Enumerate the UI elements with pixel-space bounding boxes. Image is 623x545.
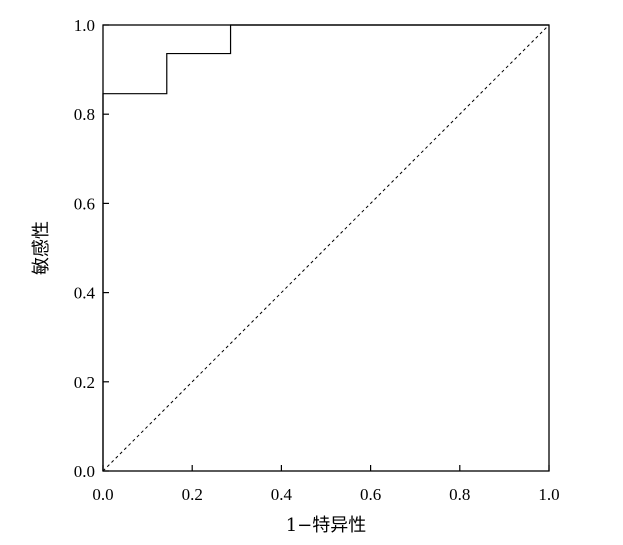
y-axis-ticks [103, 24, 109, 472]
x-tick-label: 0.2 [182, 485, 203, 504]
y-axis-tick-labels: 0.0 0.2 0.4 0.6 0.8 1.0 [74, 16, 96, 481]
x-tick-label: 1.0 [538, 485, 559, 504]
x-tick-label: 0.0 [92, 485, 113, 504]
x-axis-ticks [102, 465, 550, 471]
x-tick-label: 0.4 [271, 485, 293, 504]
y-tick-label: 0.8 [74, 105, 95, 124]
y-tick-label: 1.0 [74, 16, 95, 35]
x-tick-label: 0.6 [360, 485, 381, 504]
y-tick-label: 0.0 [74, 462, 95, 481]
x-tick-label: 0.8 [449, 485, 470, 504]
plot-frame [102, 24, 550, 472]
y-tick-label: 0.4 [74, 284, 96, 303]
reference-diagonal-line [102, 24, 550, 472]
x-axis-tick-labels: 0.0 0.2 0.4 0.6 0.8 1.0 [92, 485, 559, 504]
series-layer [102, 24, 550, 472]
x-axis-title: 1−特异性 [286, 515, 367, 536]
y-axis-title: 敏感性 [31, 221, 52, 275]
y-tick-label: 0.2 [74, 373, 95, 392]
y-tick-label: 0.6 [74, 194, 95, 213]
